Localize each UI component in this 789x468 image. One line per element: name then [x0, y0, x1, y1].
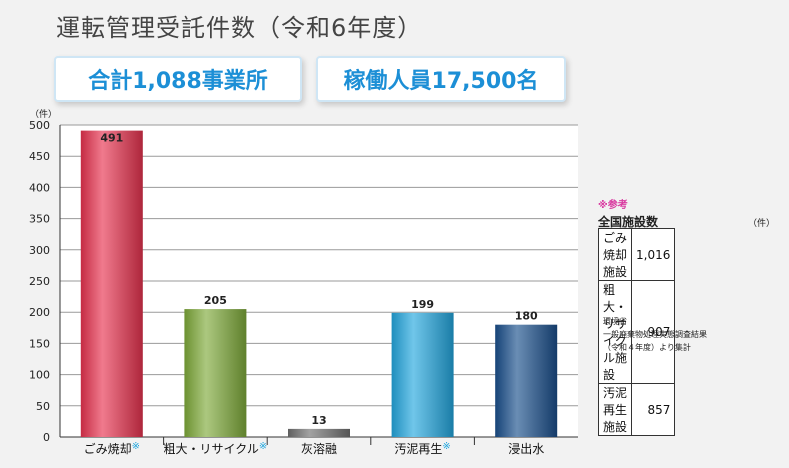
facility-name: 粗大・リサイクル施設: [598, 280, 632, 384]
y-tick-label: 450: [29, 150, 50, 163]
bar: [184, 309, 247, 437]
data-label: 205: [204, 294, 227, 307]
y-tick-label: 0: [43, 431, 50, 444]
facility-count: 857: [630, 383, 676, 436]
reference-note: ※参考: [598, 200, 628, 211]
y-tick-label: 350: [29, 213, 50, 226]
facility-name: 汚泥再生施設: [598, 383, 632, 436]
y-tick-label: 300: [29, 244, 50, 257]
reference-table: ごみ焼却施設 1,016 粗大・リサイクル施設 907 汚泥再生施設 857: [598, 228, 676, 436]
table-row: ごみ焼却施設 1,016: [598, 228, 676, 281]
data-label: 180: [515, 310, 538, 323]
y-tick-label: 150: [29, 337, 50, 350]
staff-total-badge: 稼働人員17,500名: [316, 56, 566, 102]
source-line: 一般廃棄物処理実態調査結果: [603, 330, 707, 339]
data-label: 13: [311, 414, 326, 427]
reference-unit: （件）: [748, 219, 776, 229]
x-tick-mark: ※: [259, 441, 267, 452]
x-tick-mark: ※: [442, 441, 450, 452]
facility-count: 1,016: [630, 228, 676, 281]
y-tick-label: 250: [29, 275, 50, 288]
offices-total-badge: 合計1,088事業所: [54, 56, 302, 102]
source-line: 環境省: [603, 317, 627, 326]
facility-name: ごみ焼却施設: [598, 228, 632, 281]
x-tick-mark: ※: [132, 441, 140, 452]
y-tick-label: 100: [29, 369, 50, 382]
table-row: 粗大・リサイクル施設 907: [598, 280, 676, 384]
x-tick-label: 灰溶融: [301, 441, 337, 456]
bar: [495, 324, 558, 437]
x-tick-label: ごみ焼却※: [84, 441, 140, 456]
y-unit-label: （件）: [30, 108, 57, 120]
y-tick-label: 50: [36, 400, 50, 413]
bar: [80, 130, 143, 437]
x-tick-label: 粗大・リサイクル※: [164, 441, 268, 456]
page-title: 運転管理受託件数（令和6年度）: [56, 14, 423, 42]
y-tick-label: 400: [29, 181, 50, 194]
data-label: 199: [411, 298, 434, 311]
reference-title: 全国施設数: [598, 215, 659, 229]
bar: [288, 428, 350, 437]
x-tick-label: 浸出水: [508, 442, 544, 456]
bar: [391, 312, 454, 437]
source-line: （令和４年度）より集計: [603, 343, 691, 352]
x-tick-label: 汚泥再生※: [394, 441, 450, 456]
facility-count: 907: [630, 280, 676, 384]
reference-source: 環境省 一般廃棄物処理実態調査結果 （令和４年度）より集計: [603, 315, 707, 354]
reference-panel: ※参考 全国施設数 （件） ごみ焼却施設 1,016 粗大・リサイクル施設 90…: [598, 196, 775, 436]
data-label: 491: [100, 132, 123, 145]
y-tick-label: 200: [29, 306, 50, 319]
y-tick-label: 500: [29, 119, 50, 132]
table-row: 汚泥再生施設 857: [598, 383, 676, 436]
